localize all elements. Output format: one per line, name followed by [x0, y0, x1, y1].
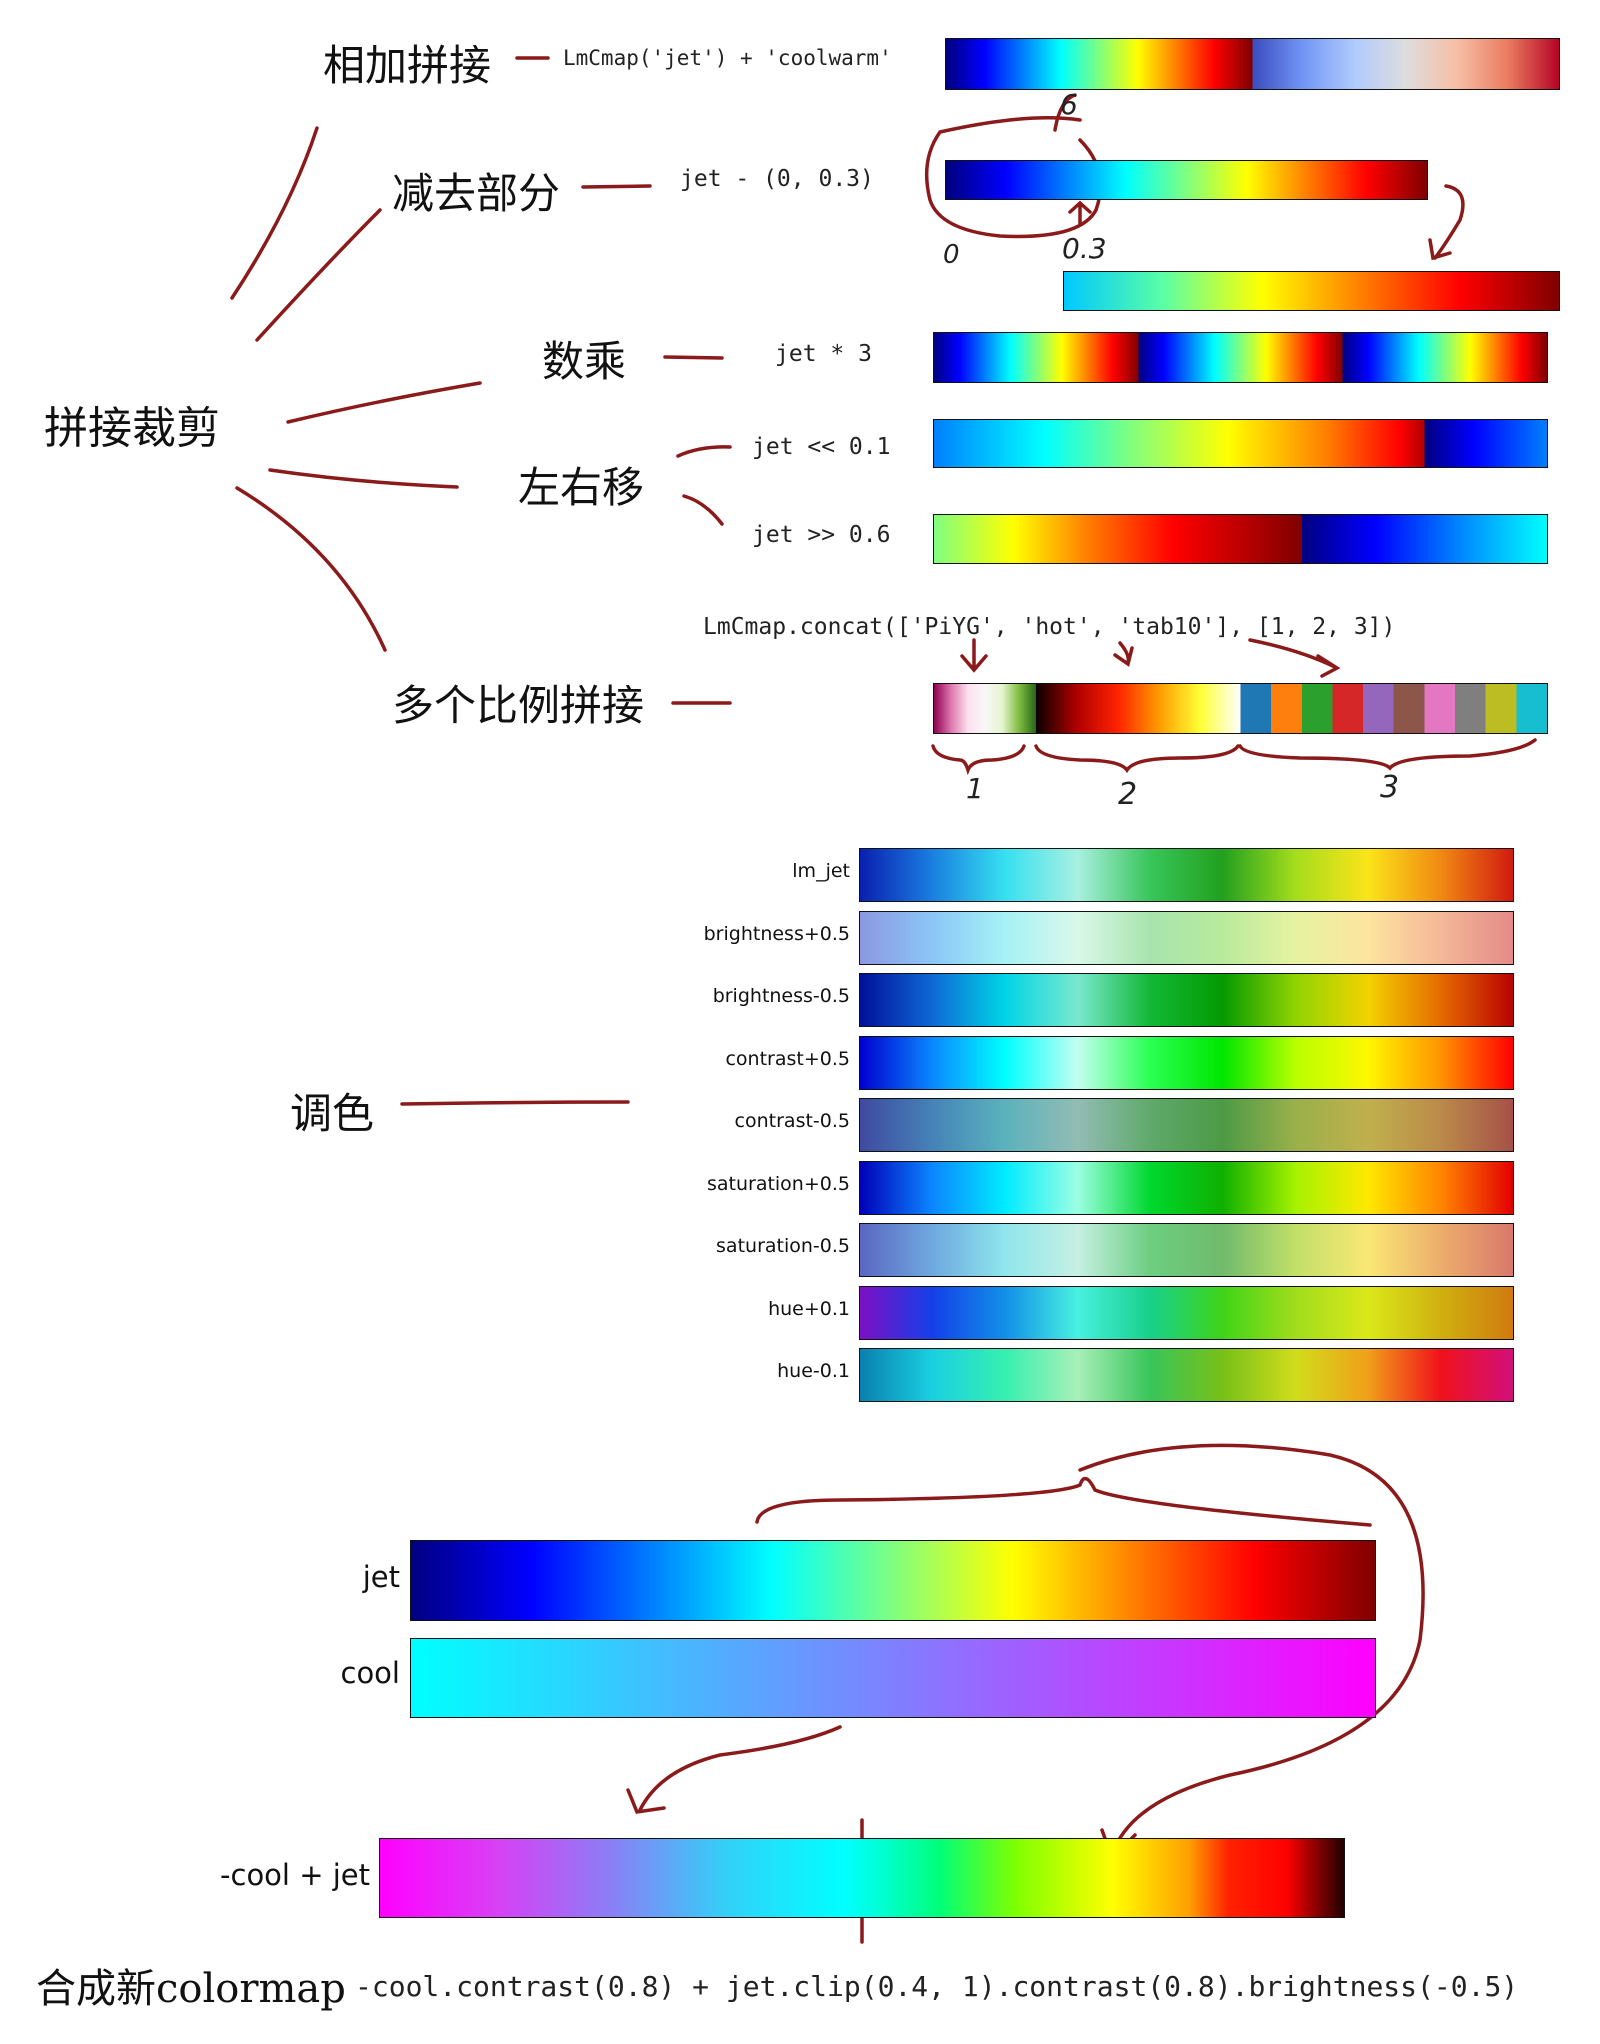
root-label: 拼接裁剪	[44, 403, 220, 454]
bar-jet-before-subtract	[945, 160, 1428, 200]
adjust-bar-1	[859, 910, 1514, 965]
compose-label: 合成新colormap	[36, 1966, 346, 2012]
arrow-hot	[1113, 641, 1134, 667]
shift-label: 左右移	[518, 463, 645, 512]
code-add: LmCmap('jet') + 'coolwarm'	[563, 46, 892, 70]
connector-shift-left	[676, 445, 732, 458]
arrow-tab10	[1248, 638, 1341, 678]
multiply-label: 数乘	[542, 337, 627, 386]
branch-line-multiply	[286, 381, 482, 424]
adjust-bar-3	[859, 1035, 1514, 1090]
brace-2	[1034, 744, 1240, 774]
connector-multiply	[663, 355, 724, 360]
code-concat: LmCmap.concat(['PiYG', 'hot', 'tab10'], …	[703, 614, 1396, 640]
label-jet: jet	[362, 1560, 400, 1594]
code-shift-left: jet << 0.1	[752, 434, 891, 460]
arrow-sub-end	[1068, 200, 1092, 226]
code-shift-right: jet >> 0.6	[752, 522, 891, 548]
curve-cool-to-result	[626, 1725, 842, 1814]
code-multiply: jet * 3	[775, 341, 872, 367]
adjust-bar-4	[859, 1098, 1514, 1152]
adjust-bar-0	[859, 848, 1514, 902]
adjust-label-0: lm_jet	[792, 860, 850, 882]
label-cool: cool	[340, 1656, 401, 1690]
adjust-label-2: brightness-0.5	[712, 985, 850, 1007]
brace-3	[1238, 738, 1537, 771]
annotation-ratio-2: 2	[1118, 777, 1138, 812]
arrow-piyg	[960, 638, 988, 673]
branch-line-subtract	[255, 208, 382, 342]
adjust-bar-6	[859, 1223, 1514, 1277]
adjust-bar-8	[859, 1348, 1514, 1402]
connector-adjust	[400, 1100, 630, 1106]
add-label: 相加拼接	[323, 41, 492, 90]
adjust-label: 调色	[290, 1089, 375, 1138]
branch-line-add	[230, 126, 319, 300]
concat-label: 多个比例拼接	[392, 681, 645, 730]
bar-cool-neg-plus-jet	[379, 1838, 1345, 1918]
label-result: -cool + jet	[220, 1858, 370, 1892]
adjust-label-6: saturation-0.5	[716, 1235, 850, 1257]
adjust-bar-7	[859, 1285, 1514, 1340]
code-subtract: jet - (0, 0.3)	[680, 166, 874, 192]
bar-cool	[410, 1638, 1376, 1718]
arrow-sub-result	[1428, 184, 1465, 261]
annotation-ratio-3: 3	[1380, 770, 1400, 805]
connector-subtract	[581, 184, 652, 189]
six-hook	[1053, 93, 1077, 132]
brace-1	[931, 744, 1026, 776]
branch-line-shift	[268, 468, 459, 489]
adjust-label-3: contrast+0.5	[725, 1047, 850, 1070]
connector-shift-right	[682, 494, 724, 526]
branch-line-concat	[235, 486, 387, 652]
annotation-six: 6	[1060, 88, 1078, 121]
brace-jet-range	[755, 1476, 1372, 1527]
bar-jet-times-three	[933, 332, 1548, 383]
bar-jet-shift-right	[933, 514, 1548, 564]
bar-jet-shift-left	[933, 419, 1548, 468]
adjust-label-1: brightness+0.5	[703, 922, 850, 945]
adjust-bar-5	[859, 1160, 1514, 1215]
subtract-circle	[924, 116, 1103, 239]
adjust-label-7: hue+0.1	[768, 1297, 850, 1320]
subtract-label: 减去部分	[392, 169, 561, 218]
annotation-point-three: 0.3	[1062, 232, 1107, 265]
bar-jet-plus-coolwarm	[945, 38, 1560, 90]
annotation-zero: 0	[943, 240, 960, 270]
bar-jet	[410, 1540, 1376, 1621]
code-compose: -cool.contrast(0.8) + jet.clip(0.4, 1).c…	[355, 1970, 1519, 2003]
adjust-label-8: hue-0.1	[777, 1360, 850, 1382]
bar-jet-after-subtract	[1063, 271, 1560, 311]
adjust-bar-2	[859, 973, 1514, 1027]
adjust-label-5: saturation+0.5	[706, 1172, 850, 1195]
adjust-label-4: contrast-0.5	[734, 1110, 850, 1132]
annotation-ratio-1: 1	[966, 772, 984, 805]
bar-concat	[933, 683, 1548, 734]
